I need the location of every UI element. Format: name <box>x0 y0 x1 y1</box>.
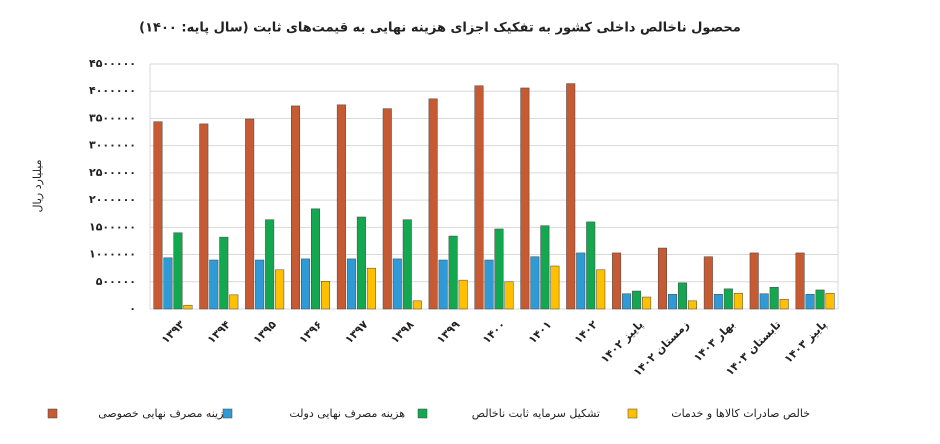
bar <box>733 292 743 310</box>
bar <box>632 290 642 310</box>
bar <box>448 235 458 310</box>
bar <box>265 219 275 310</box>
bar <box>713 294 723 310</box>
x-tick-label: ۱۳۹۵ <box>251 318 279 346</box>
bar <box>209 259 219 310</box>
bar <box>642 296 652 310</box>
bar <box>657 247 667 310</box>
x-tick-label: ۱۳۹۳ <box>159 318 187 346</box>
x-tick-label: پاییز ۱۴۰۳ <box>782 318 830 366</box>
bar <box>356 216 366 310</box>
x-tick-label: ۱۳۹۴ <box>205 318 233 346</box>
bar <box>805 294 815 310</box>
bar <box>825 292 835 310</box>
bar <box>474 85 484 310</box>
bar <box>458 279 468 310</box>
bar <box>550 265 560 310</box>
bar <box>622 293 632 310</box>
y-tick-label: ۳۵۰۰۰۰۰ <box>89 111 136 124</box>
y-axis-label: میلیارد ریال <box>31 159 44 212</box>
bar <box>199 123 209 310</box>
bar <box>382 108 392 310</box>
x-tick-label: پاییز ۱۴۰۲ <box>598 318 646 366</box>
bar <box>596 269 606 310</box>
x-tick-label: ۱۴۰۰ <box>480 318 508 346</box>
bar <box>530 256 540 310</box>
x-tick-label: بهار ۱۴۰۳ <box>691 318 737 364</box>
x-tick-label: ۱۳۹۷ <box>342 318 370 346</box>
bar <box>504 281 514 310</box>
bar <box>291 105 301 310</box>
y-tick-label: ۲۵۰۰۰۰۰ <box>89 166 136 179</box>
bar <box>336 104 346 310</box>
bar <box>245 118 255 310</box>
bar <box>779 298 789 310</box>
y-tick-label: ۱۵۰۰۰۰۰ <box>89 220 136 233</box>
bar <box>566 83 576 310</box>
y-tick-label: ۰ <box>129 302 136 315</box>
bar <box>723 288 733 310</box>
bar <box>795 252 805 310</box>
bar <box>402 219 412 310</box>
bar <box>153 121 163 310</box>
bar <box>412 300 422 310</box>
bar <box>346 258 356 310</box>
bar <box>301 258 311 310</box>
bar <box>667 294 677 310</box>
bar <box>759 293 769 310</box>
x-tick-label: ۱۳۹۹ <box>434 318 462 346</box>
y-tick-label: ۳۰۰۰۰۰۰ <box>89 139 136 152</box>
bar <box>229 294 239 310</box>
bar <box>687 300 697 310</box>
bar <box>703 256 713 310</box>
legend-swatch <box>627 408 638 419</box>
y-tick-label: ۵۰۰۰۰۰ <box>96 275 136 288</box>
bar <box>321 280 331 310</box>
y-tick-label: ۱۰۰۰۰۰۰ <box>89 248 136 261</box>
bar <box>769 286 779 310</box>
bar <box>586 221 596 310</box>
bar <box>494 228 504 310</box>
bar <box>219 236 229 310</box>
bar <box>438 259 448 310</box>
y-tick-label: ۴۵۰۰۰۰۰ <box>89 57 136 70</box>
bar <box>576 252 586 310</box>
bar <box>428 98 438 310</box>
x-tick-label: ۱۳۹۸ <box>388 318 416 346</box>
bar <box>275 269 285 310</box>
bar <box>677 282 687 310</box>
bar <box>815 289 825 310</box>
bar <box>540 225 550 310</box>
bar <box>183 304 193 310</box>
legend-swatch <box>222 408 233 419</box>
legend-label: هزینه مصرف نهایی دولت <box>289 407 405 420</box>
legend-label: خالص صادرات کالاها و خدمات <box>671 407 810 420</box>
x-tick-label: ۱۴۰۲ <box>572 318 600 346</box>
bar <box>392 258 402 310</box>
x-tick-label: ۱۳۹۶ <box>297 318 325 346</box>
legend-label: تشکیل سرمایه ثابت ناخالص <box>472 407 600 420</box>
legend-swatch <box>47 408 58 419</box>
bar <box>173 232 183 310</box>
chart-title: محصول ناخالص داخلی کشور به تفکیک اجزای ه… <box>139 21 741 36</box>
bar <box>612 252 622 310</box>
bar <box>311 208 321 310</box>
legend-label: هزینه مصرف نهایی خصوصی <box>98 407 230 420</box>
x-tick-label: ۱۴۰۱ <box>526 318 554 346</box>
bar <box>749 252 759 310</box>
bar <box>366 267 376 310</box>
bar <box>520 87 530 310</box>
bar <box>484 259 494 310</box>
y-tick-label: ۲۰۰۰۰۰۰ <box>89 193 136 206</box>
y-tick-label: ۴۰۰۰۰۰۰ <box>89 84 136 97</box>
bar <box>255 259 265 310</box>
legend-swatch <box>417 408 428 419</box>
bar <box>163 257 173 310</box>
